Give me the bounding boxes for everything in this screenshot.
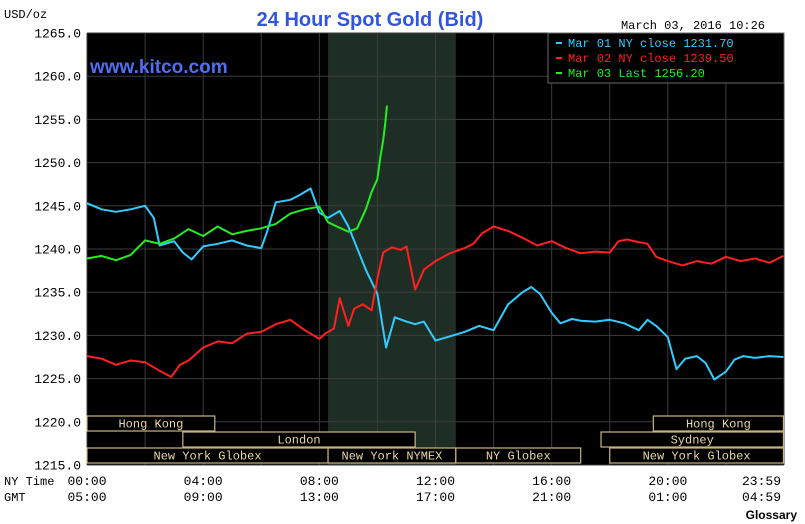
session-bar-frame: [455, 447, 582, 464]
session-label: NY Globex: [486, 450, 551, 464]
y-tick-label: 1260.0: [34, 70, 81, 85]
y-tick-label: 1215.0: [34, 459, 81, 474]
session-bar-frame: [600, 431, 785, 448]
x-tick-label-gmt: 01:00: [648, 490, 687, 505]
session-bar: Sydney: [600, 431, 785, 448]
x-tick-label-ny: 04:00: [184, 474, 223, 489]
x-tick-label-gmt: 05:00: [67, 490, 106, 505]
y-tick-label: 1235.0: [34, 286, 81, 301]
chart-title: 24 Hour Spot Gold (Bid): [257, 9, 484, 31]
series-line: [86, 187, 784, 381]
session-label: Sydney: [671, 434, 714, 448]
x-tick-label-gmt: 17:00: [416, 490, 455, 505]
session-bar-frame: [609, 447, 785, 464]
gmt-label: GMT: [4, 491, 26, 505]
units-label: USD/oz: [4, 8, 47, 22]
y-axis-labels: 1265.0 1260.0 1255.0 1250.0 1245.0 1240.0 1235…: [34, 27, 81, 474]
session-label: London: [277, 434, 320, 448]
session-label: Hong Kong: [118, 418, 183, 432]
session-bar-frame: [86, 415, 216, 432]
session-bar: New York Globex: [86, 447, 329, 464]
glossary-link[interactable]: Glossary: [745, 508, 797, 522]
y-tick-label: 1240.0: [34, 243, 81, 258]
price-series: [86, 105, 784, 381]
session-bar: Hong Kong: [652, 415, 785, 432]
y-tick-label: 1255.0: [34, 113, 81, 128]
session-label: New York NYMEX: [342, 450, 443, 464]
x-tick-label-ny: 20:00: [648, 474, 687, 489]
session-bar: Hong Kong: [86, 415, 216, 432]
y-tick-label: 1245.0: [34, 199, 81, 214]
watermark: www.kitco.com: [89, 57, 228, 78]
legend-entry: Mar 03 Last 1256.20: [568, 67, 705, 81]
y-tick-label: 1220.0: [34, 415, 81, 430]
session-bar: London: [182, 431, 416, 448]
session-bar: New York NYMEX: [327, 447, 457, 464]
x-tick-label-gmt: 09:00: [184, 490, 223, 505]
session-bar: NY Globex: [455, 447, 582, 464]
legend-entry: Mar 01 NY close 1231.70: [568, 37, 734, 51]
session-label: New York Globex: [154, 450, 262, 464]
market-sessions: Hong Kong Hong Kong London Sydney New York G…: [86, 415, 785, 464]
legend-entry: Mar 02 NY close 1239.50: [568, 52, 734, 66]
session-label: New York Globex: [643, 450, 751, 464]
x-tick-label-ny: 12:00: [416, 474, 455, 489]
legend-box: [547, 32, 785, 84]
x-tick-label-gmt: 04:59: [742, 490, 781, 505]
x-axis-labels: NY Time GMT 00:00 04:00 08:00 12:00 16:00 20:00…: [4, 474, 781, 505]
ny-time-label: NY Time: [4, 475, 54, 489]
timestamp: March 03, 2016 10:26: [621, 19, 765, 33]
x-tick-label-ny: 00:00: [67, 474, 106, 489]
session-bar-frame: [652, 415, 785, 432]
y-tick-label: 1225.0: [34, 372, 81, 387]
series-line: [86, 105, 388, 262]
y-tick-label: 1250.0: [34, 156, 81, 171]
y-tick-label: 1265.0: [34, 27, 81, 42]
series-line: [86, 225, 784, 378]
session-bar-frame: [182, 431, 416, 448]
y-tick-label: 1230.0: [34, 329, 81, 344]
x-tick-label-gmt: 13:00: [300, 490, 339, 505]
x-tick-label-ny: 16:00: [532, 474, 571, 489]
x-tick-label-ny: 23:59: [742, 474, 781, 489]
x-tick-label-ny: 08:00: [300, 474, 339, 489]
x-tick-label-gmt: 21:00: [532, 490, 571, 505]
session-label: Hong Kong: [686, 418, 751, 432]
session-bar: New York Globex: [609, 447, 785, 464]
